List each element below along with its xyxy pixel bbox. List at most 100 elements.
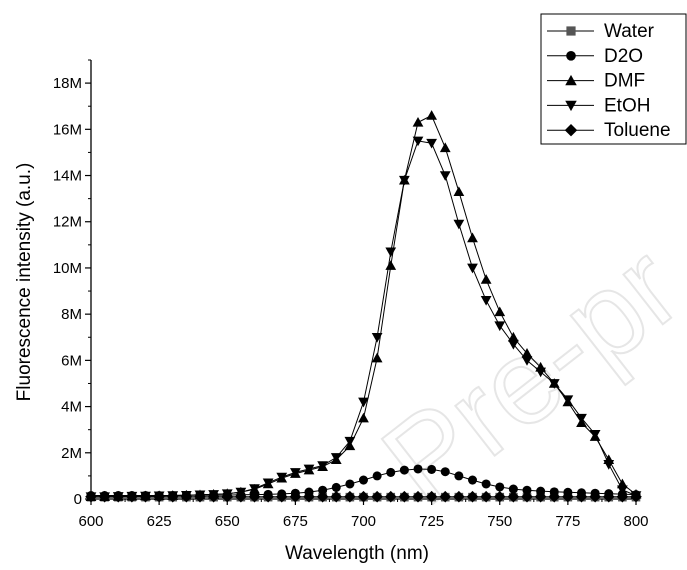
- data-point-etoh: [262, 478, 274, 489]
- data-point-toluene: [412, 490, 424, 503]
- data-point-etoh: [276, 472, 288, 483]
- data-point-toluene: [126, 490, 138, 503]
- data-point-toluene: [357, 490, 370, 503]
- legend-item-water: Water: [547, 21, 655, 42]
- data-point-etoh: [589, 430, 601, 440]
- legend-item-d2o: D2O: [547, 46, 643, 67]
- data-point-etoh: [330, 453, 342, 463]
- legend-label-d2o: D2O: [604, 46, 643, 67]
- data-point-d2o: [399, 465, 409, 475]
- data-point-etoh: [603, 460, 615, 470]
- series-layer: [85, 110, 642, 503]
- data-point-toluene: [180, 490, 193, 503]
- data-point-toluene: [303, 490, 315, 503]
- data-point-dmf: [467, 232, 478, 243]
- legend-marker-water: [566, 26, 576, 36]
- data-point-etoh: [412, 136, 424, 147]
- data-point-etoh: [399, 175, 410, 186]
- data-point-d2o: [358, 475, 369, 485]
- data-point-toluene: [616, 490, 629, 503]
- data-point-toluene: [262, 490, 274, 503]
- legend-item-toluene: Toluene: [547, 120, 671, 141]
- legend-marker-dmf: [565, 74, 577, 86]
- data-point-dmf: [426, 110, 437, 120]
- y-tick-label: 10M: [53, 260, 82, 277]
- data-point-etoh: [385, 247, 397, 258]
- data-point-toluene: [384, 490, 397, 503]
- data-point-d2o: [345, 479, 355, 489]
- legend-item-etoh: EtOH: [547, 95, 650, 116]
- data-point-dmf: [358, 412, 369, 423]
- data-point-toluene: [398, 490, 411, 503]
- data-point-toluene: [602, 490, 615, 503]
- x-tick-label: 600: [78, 513, 103, 530]
- data-point-etoh: [508, 339, 519, 350]
- data-point-etoh: [576, 413, 587, 424]
- data-point-toluene: [507, 490, 520, 503]
- data-point-etoh: [617, 485, 628, 496]
- data-point-dmf: [480, 274, 492, 284]
- data-point-d2o: [318, 485, 328, 495]
- watermark-text: Pre-pr: [359, 220, 687, 531]
- legend-marker-etoh: [565, 100, 577, 112]
- data-point-toluene: [425, 490, 438, 503]
- data-point-etoh: [371, 332, 383, 343]
- data-point-toluene: [521, 490, 533, 503]
- legend-label-water: Water: [604, 21, 655, 42]
- data-point-dmf: [494, 306, 506, 317]
- data-point-d2o: [440, 467, 450, 477]
- data-point-d2o: [454, 471, 464, 481]
- data-point-toluene: [248, 490, 261, 503]
- data-point-d2o: [331, 482, 341, 492]
- data-point-toluene: [371, 490, 383, 503]
- y-axis-title: Fluorescence intensity (a.u.): [14, 163, 35, 402]
- data-point-etoh: [453, 219, 465, 230]
- data-point-dmf: [453, 186, 465, 196]
- data-point-etoh: [426, 138, 437, 149]
- data-point-toluene: [330, 490, 343, 503]
- x-tick-label: 700: [351, 513, 376, 530]
- x-tick-label: 750: [487, 513, 512, 530]
- x-axis-title: Wavelength (nm): [285, 543, 429, 564]
- x-tick-label: 725: [419, 513, 444, 530]
- legend-label-toluene: Toluene: [604, 120, 671, 141]
- x-tick-label: 625: [147, 513, 172, 530]
- data-point-toluene: [534, 490, 547, 503]
- x-tick-label: 775: [555, 513, 580, 530]
- data-point-dmf: [385, 260, 397, 270]
- y-tick-label: 0: [74, 491, 82, 508]
- legend-marker-d2o: [566, 50, 576, 61]
- series-toluene: [85, 490, 642, 503]
- data-point-toluene: [207, 490, 220, 503]
- y-tick-label: 4M: [61, 399, 82, 416]
- data-point-toluene: [112, 490, 125, 503]
- data-point-dmf: [412, 117, 424, 127]
- legend-label-etoh: EtOH: [604, 95, 650, 116]
- data-point-toluene: [194, 490, 206, 503]
- data-point-dmf: [371, 352, 383, 363]
- legend-label-dmf: DMF: [604, 71, 645, 92]
- y-tick-label: 14M: [53, 168, 82, 185]
- data-point-d2o: [522, 485, 532, 495]
- data-point-toluene: [275, 490, 288, 503]
- data-point-toluene: [316, 490, 329, 503]
- data-point-d2o: [508, 484, 518, 494]
- data-point-etoh: [317, 461, 328, 471]
- data-point-toluene: [235, 490, 247, 503]
- data-point-toluene: [548, 490, 561, 503]
- x-tick-label: 675: [283, 513, 308, 530]
- data-point-toluene: [344, 490, 356, 503]
- data-point-etoh: [303, 464, 315, 475]
- x-tick-label: 800: [623, 513, 648, 530]
- data-point-toluene: [562, 490, 574, 503]
- x-tick-label: 650: [215, 513, 240, 530]
- data-point-etoh: [535, 367, 546, 378]
- data-point-toluene: [453, 490, 465, 503]
- data-point-etoh: [494, 321, 506, 332]
- data-point-etoh: [548, 379, 560, 389]
- data-point-etoh: [521, 356, 533, 366]
- data-point-dmf: [508, 331, 519, 342]
- legend-box: [540, 13, 687, 145]
- data-point-d2o: [413, 464, 423, 474]
